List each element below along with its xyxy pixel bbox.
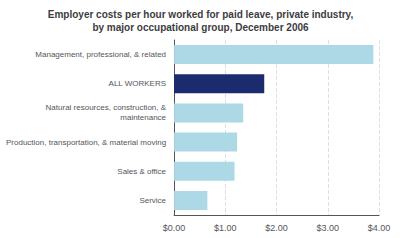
svg-text:$0.00: $0.00	[163, 223, 186, 233]
svg-text:ALL WORKERS: ALL WORKERS	[109, 79, 167, 88]
svg-text:Service: Service	[139, 196, 166, 205]
svg-text:Natural resources, constructio: Natural resources, construction, &	[46, 103, 167, 112]
svg-text:$3.00: $3.00	[317, 223, 340, 233]
svg-text:$4.00: $4.00	[368, 223, 391, 233]
svg-text:Management, professional, & re: Management, professional, & related	[35, 50, 166, 59]
svg-text:$1.00: $1.00	[214, 223, 237, 233]
svg-text:Employer costs per hour worked: Employer costs per hour worked for paid …	[48, 9, 354, 20]
svg-text:$2.00: $2.00	[265, 223, 288, 233]
svg-text:maintenance: maintenance	[120, 113, 166, 122]
svg-text:Sales & office: Sales & office	[117, 167, 166, 176]
svg-text:Production, transportation, &: Production, transportation, & material m…	[6, 138, 166, 147]
svg-text:by major occupational group, D: by major occupational group, December 20…	[92, 22, 309, 33]
